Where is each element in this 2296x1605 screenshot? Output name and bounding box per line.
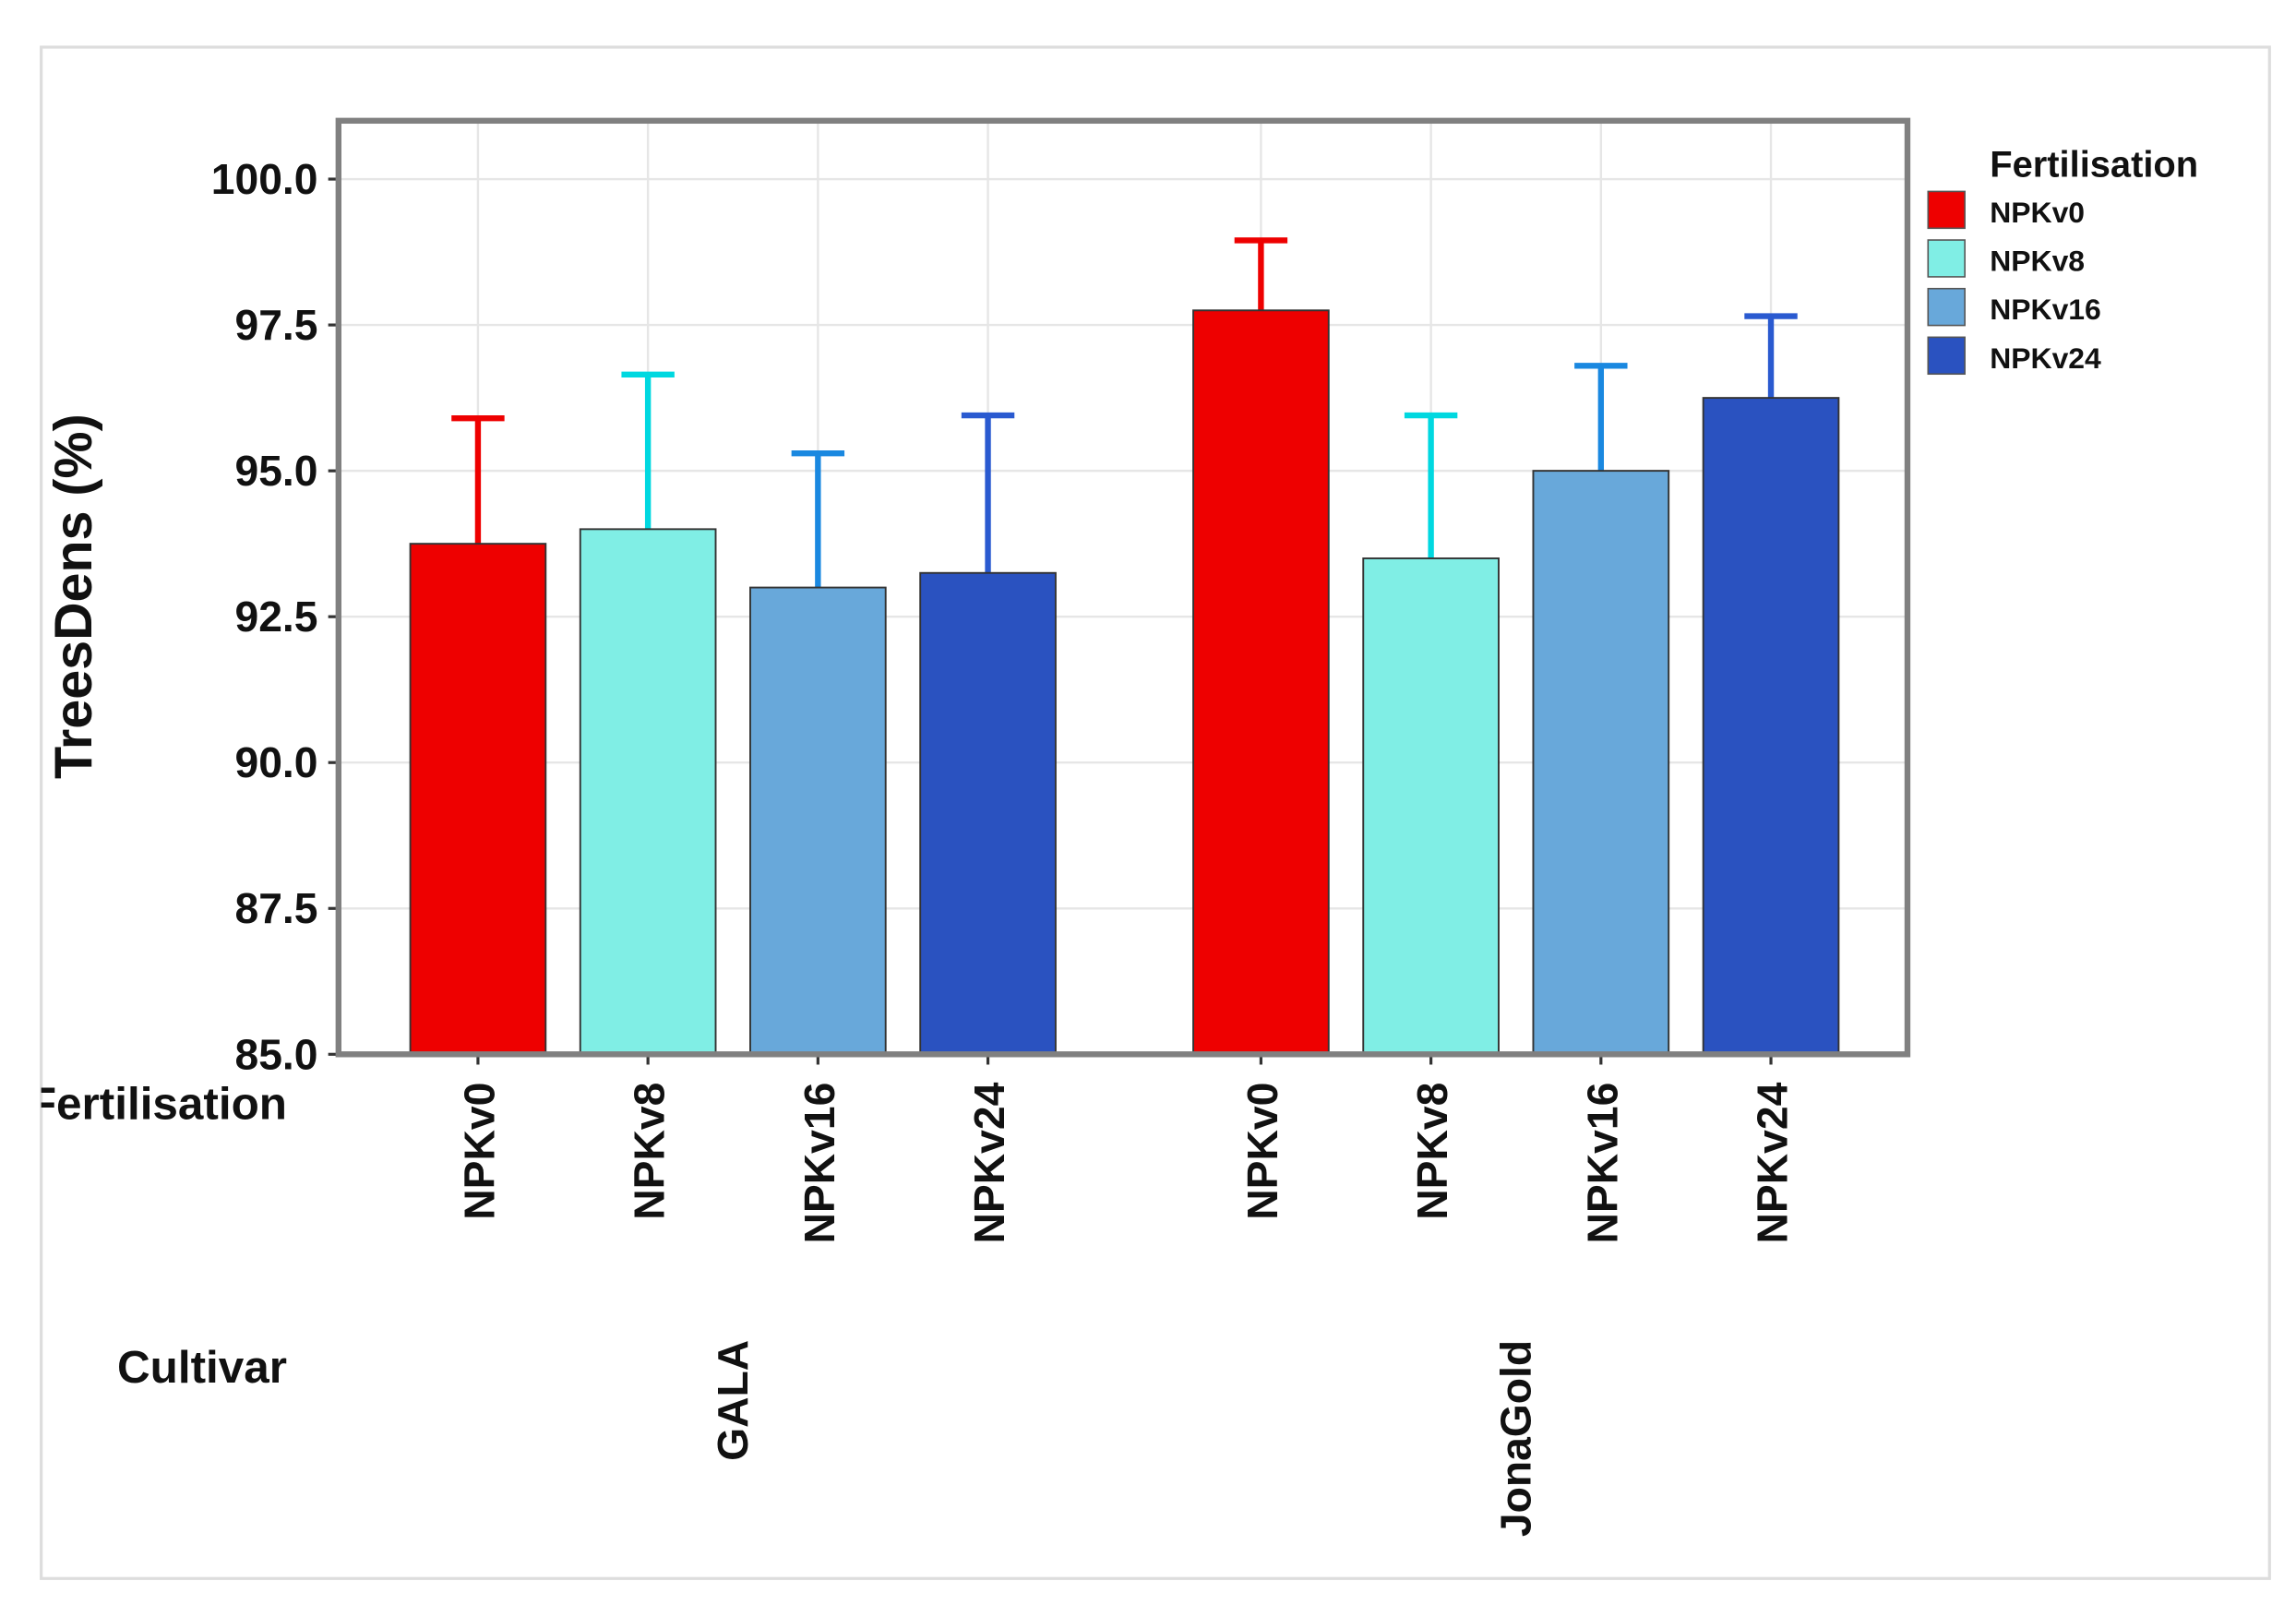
legend-title: Fertilisation <box>1990 144 2198 185</box>
bar <box>1702 397 1840 1056</box>
x-tick-label: NPKv16 <box>795 1083 843 1244</box>
y-tick-label: 97.5 <box>234 301 317 349</box>
legend-label: NPKv16 <box>1990 293 2101 326</box>
y-tick-label: 87.5 <box>234 884 317 932</box>
panel-border <box>335 117 1911 1058</box>
y-tick-label: 92.5 <box>234 593 317 641</box>
x-tick-label: NPKv8 <box>1408 1083 1456 1220</box>
legend-swatch <box>1927 190 1966 230</box>
x-axis-title: Fertilisation <box>29 1079 287 1130</box>
y-axis-title: TreesDens (%) <box>44 413 103 779</box>
bar <box>1192 309 1330 1056</box>
legend-label: NPKv0 <box>1990 196 2085 229</box>
legend-swatch <box>1927 336 1966 376</box>
legend-swatch <box>1927 287 1966 327</box>
x-tick-label: NPKv8 <box>626 1083 674 1220</box>
legend-swatch <box>1927 239 1966 278</box>
y-tick-label: 95.0 <box>234 447 317 495</box>
x-tick-label: NPKv0 <box>1238 1083 1286 1220</box>
bar <box>409 543 547 1056</box>
bar <box>919 571 1057 1056</box>
x-tick-label: NPKv16 <box>1578 1083 1626 1244</box>
bar <box>1362 557 1500 1056</box>
bar <box>579 528 717 1056</box>
legend-label: NPKv24 <box>1990 341 2101 375</box>
bar <box>1532 470 1670 1056</box>
plot-area: 85.0 87.5 90.0 92.5 95.0 97.5 100.0 NPKv0 NPKv8 N… <box>29 117 2198 1537</box>
group-label: GALA <box>709 1340 757 1461</box>
group-label: JonaGold <box>1492 1340 1540 1537</box>
x-tick-label: NPKv24 <box>965 1082 1013 1243</box>
x-tick-label: NPKv24 <box>1749 1082 1797 1243</box>
x-tick-label: NPKv0 <box>455 1083 503 1220</box>
bar <box>749 586 887 1056</box>
y-tick-label: 100.0 <box>211 155 318 203</box>
legend-label: NPKv8 <box>1990 245 2085 278</box>
y-tick-label: 85.0 <box>234 1030 317 1078</box>
group-axis-title: Cultivar <box>117 1342 287 1393</box>
y-tick-label: 90.0 <box>234 738 317 786</box>
